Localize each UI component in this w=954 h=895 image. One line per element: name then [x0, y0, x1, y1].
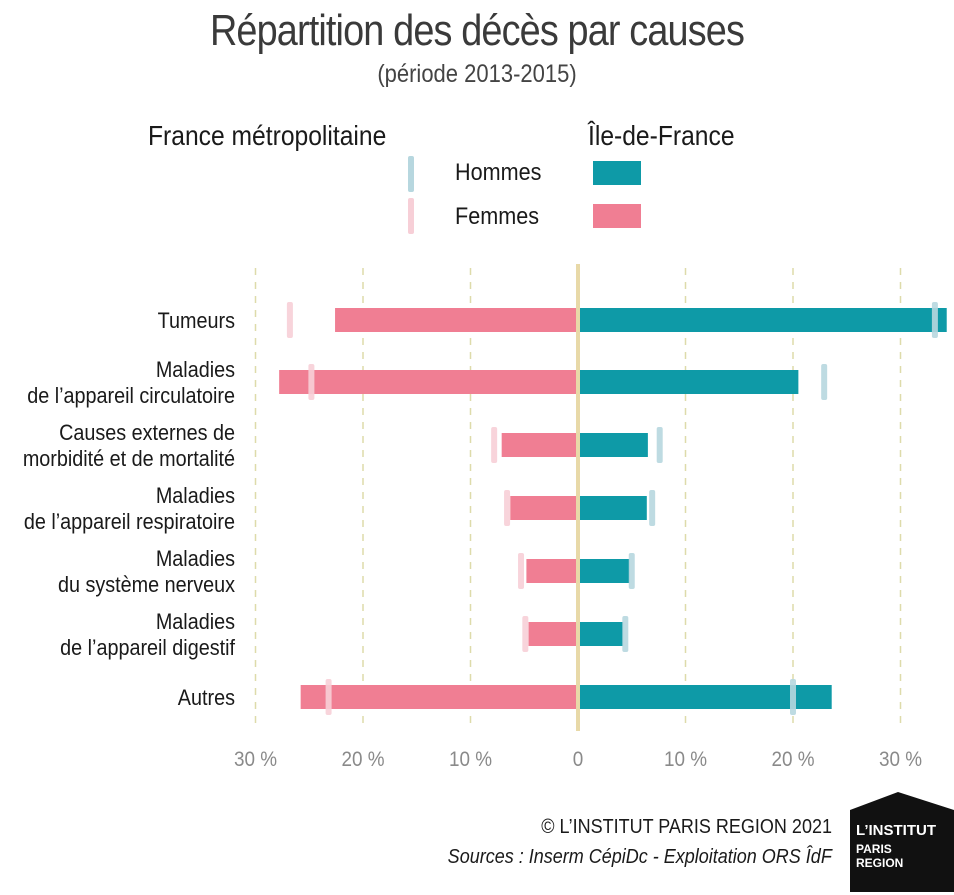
x-tick-label: 20 %	[341, 748, 384, 771]
bar-hommes-idf	[578, 433, 648, 457]
institut-logo	[850, 792, 954, 892]
marker-hommes-france	[821, 364, 828, 400]
category-label: de l’appareil digestif	[60, 636, 235, 660]
x-tick-label: 10 %	[664, 748, 707, 771]
logo-line-1: L’INSTITUT	[856, 822, 936, 839]
marker-hommes-france	[790, 679, 796, 715]
bar-hommes-idf	[578, 370, 799, 394]
legend-femmes-idf-swatch	[593, 204, 641, 228]
legend-idf-heading: Île-de-France	[588, 120, 735, 151]
marker-hommes-france	[622, 616, 629, 652]
marker-hommes-france	[628, 553, 635, 589]
bar-hommes-idf	[578, 685, 832, 709]
bar-femmes-idf	[279, 370, 578, 394]
bar-femmes-idf	[526, 559, 578, 583]
category-label: Causes externes de	[59, 421, 235, 445]
bar-femmes-idf	[300, 685, 578, 709]
logo-line-3: REGION	[856, 856, 904, 870]
category-label: Maladies	[156, 484, 235, 508]
bar-hommes-idf	[578, 559, 630, 583]
category-label: Maladies	[156, 610, 235, 634]
bar-femmes-idf	[510, 496, 578, 520]
chart-subtitle: (période 2013-2015)	[377, 60, 577, 88]
marker-femmes-france	[325, 679, 332, 715]
marker-femmes-france	[286, 302, 293, 338]
marker-hommes-france	[656, 427, 663, 463]
category-label: morbidité et de mortalité	[23, 447, 235, 471]
bar-femmes-idf	[528, 622, 578, 646]
bar-femmes-idf	[501, 433, 578, 457]
legend-france-heading: France métropolitaine	[148, 120, 387, 151]
category-label: Maladies	[156, 547, 235, 571]
bar-femmes-idf	[335, 308, 578, 332]
copyright-text: © L’INSTITUT PARIS REGION 2021	[541, 816, 832, 838]
category-label: de l’appareil respiratoire	[24, 510, 235, 534]
x-tick-label: 20 %	[771, 748, 814, 771]
marker-femmes-france	[504, 490, 511, 526]
category-label: Maladies	[156, 358, 235, 382]
marker-femmes-france	[518, 553, 525, 589]
legend-hommes-idf-swatch	[593, 161, 641, 185]
category-label: de l’appareil circulatoire	[27, 384, 235, 408]
category-label: Tumeurs	[158, 309, 235, 333]
x-tick-label: 30 %	[879, 748, 922, 771]
x-tick-label: 30 %	[234, 748, 277, 771]
x-tick-label: 0	[573, 748, 584, 771]
category-label: Autres	[178, 686, 235, 710]
marker-femmes-france	[522, 616, 529, 652]
legend-femmes-label: Femmes	[455, 203, 540, 230]
x-tick-label: 10 %	[449, 748, 492, 771]
bar-hommes-idf	[578, 496, 647, 520]
bar-hommes-idf	[578, 622, 624, 646]
legend-hommes-label: Hommes	[455, 159, 542, 186]
bar-hommes-idf	[578, 308, 947, 332]
marker-femmes-france	[491, 427, 498, 463]
sources-text: Sources : Inserm CépiDc - Exploitation O…	[447, 846, 832, 868]
category-label: du système nerveux	[58, 573, 236, 597]
legend-femmes-france-marker	[408, 198, 414, 234]
chart-title: Répartition des décès par causes	[209, 6, 745, 55]
marker-hommes-france	[931, 302, 938, 338]
marker-femmes-france	[308, 364, 315, 400]
logo-line-2: PARIS	[856, 842, 892, 856]
marker-hommes-france	[649, 490, 656, 526]
legend-hommes-france-marker	[408, 156, 414, 192]
